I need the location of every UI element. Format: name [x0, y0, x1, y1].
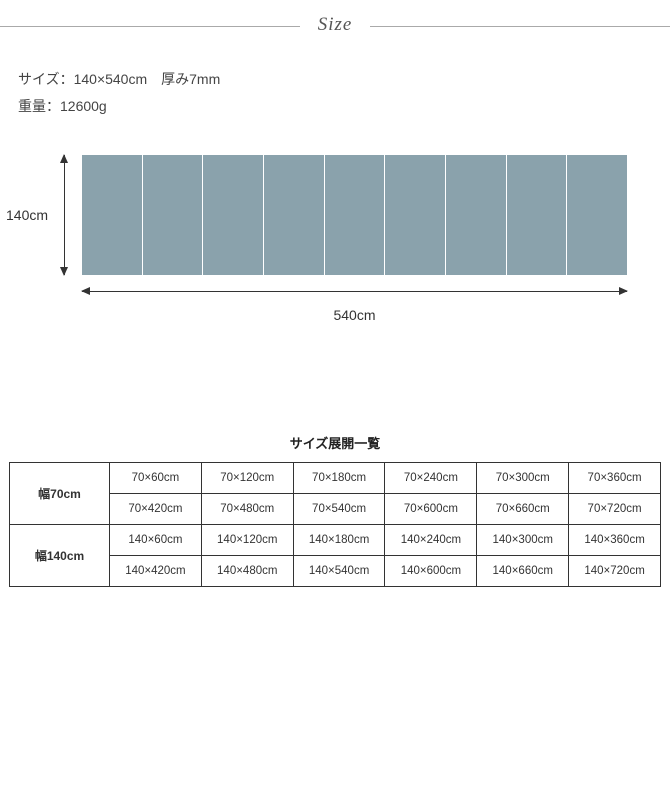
size-cell: 70×120cm — [201, 463, 293, 494]
size-cell: 140×60cm — [110, 525, 202, 556]
size-cell: 140×720cm — [569, 556, 661, 587]
table-row: 幅70cm70×60cm70×120cm70×180cm70×240cm70×3… — [10, 463, 661, 494]
size-cell: 70×240cm — [385, 463, 477, 494]
spec-block: サイズ：140×540cm 厚み7mm 重量：12600g — [0, 46, 670, 127]
spec-size: サイズ：140×540cm 厚み7mm — [18, 66, 652, 93]
size-cell: 70×60cm — [110, 463, 202, 494]
mat-panel — [325, 155, 385, 275]
size-cell: 70×540cm — [293, 494, 385, 525]
table-row: 幅140cm140×60cm140×120cm140×180cm140×240c… — [10, 525, 661, 556]
mat-graphic — [82, 155, 627, 275]
section-title: Size — [300, 14, 371, 36]
mat-panel — [567, 155, 627, 275]
size-cell: 140×420cm — [110, 556, 202, 587]
size-cell: 70×720cm — [569, 494, 661, 525]
mat-panel — [446, 155, 506, 275]
size-cell: 140×540cm — [293, 556, 385, 587]
mat-panel — [143, 155, 203, 275]
row-header: 幅70cm — [10, 463, 110, 525]
size-cell: 140×360cm — [569, 525, 661, 556]
size-cell: 70×420cm — [110, 494, 202, 525]
table-title: サイズ展開一覧 — [0, 433, 670, 452]
row-header: 幅140cm — [10, 525, 110, 587]
mat-panel — [203, 155, 263, 275]
size-cell: 70×180cm — [293, 463, 385, 494]
vertical-arrow — [64, 155, 65, 275]
size-cell: 140×660cm — [477, 556, 569, 587]
mat-panel — [82, 155, 142, 275]
size-cell: 140×300cm — [477, 525, 569, 556]
section-header: Size — [0, 0, 670, 46]
vertical-label: 140cm — [6, 207, 48, 223]
size-cell: 70×300cm — [477, 463, 569, 494]
size-cell: 70×660cm — [477, 494, 569, 525]
horizontal-arrow — [82, 291, 627, 292]
mat-panel — [507, 155, 567, 275]
size-table: 幅70cm70×60cm70×120cm70×180cm70×240cm70×3… — [9, 462, 661, 587]
size-cell: 70×360cm — [569, 463, 661, 494]
mat-panel — [264, 155, 324, 275]
size-diagram: 140cm 540cm — [0, 155, 670, 355]
size-cell: 140×480cm — [201, 556, 293, 587]
size-cell: 70×480cm — [201, 494, 293, 525]
horizontal-label: 540cm — [82, 307, 627, 323]
mat-panel — [385, 155, 445, 275]
spec-weight: 重量：12600g — [18, 93, 652, 120]
size-cell: 140×180cm — [293, 525, 385, 556]
size-cell: 140×240cm — [385, 525, 477, 556]
size-cell: 70×600cm — [385, 494, 477, 525]
size-cell: 140×120cm — [201, 525, 293, 556]
size-cell: 140×600cm — [385, 556, 477, 587]
